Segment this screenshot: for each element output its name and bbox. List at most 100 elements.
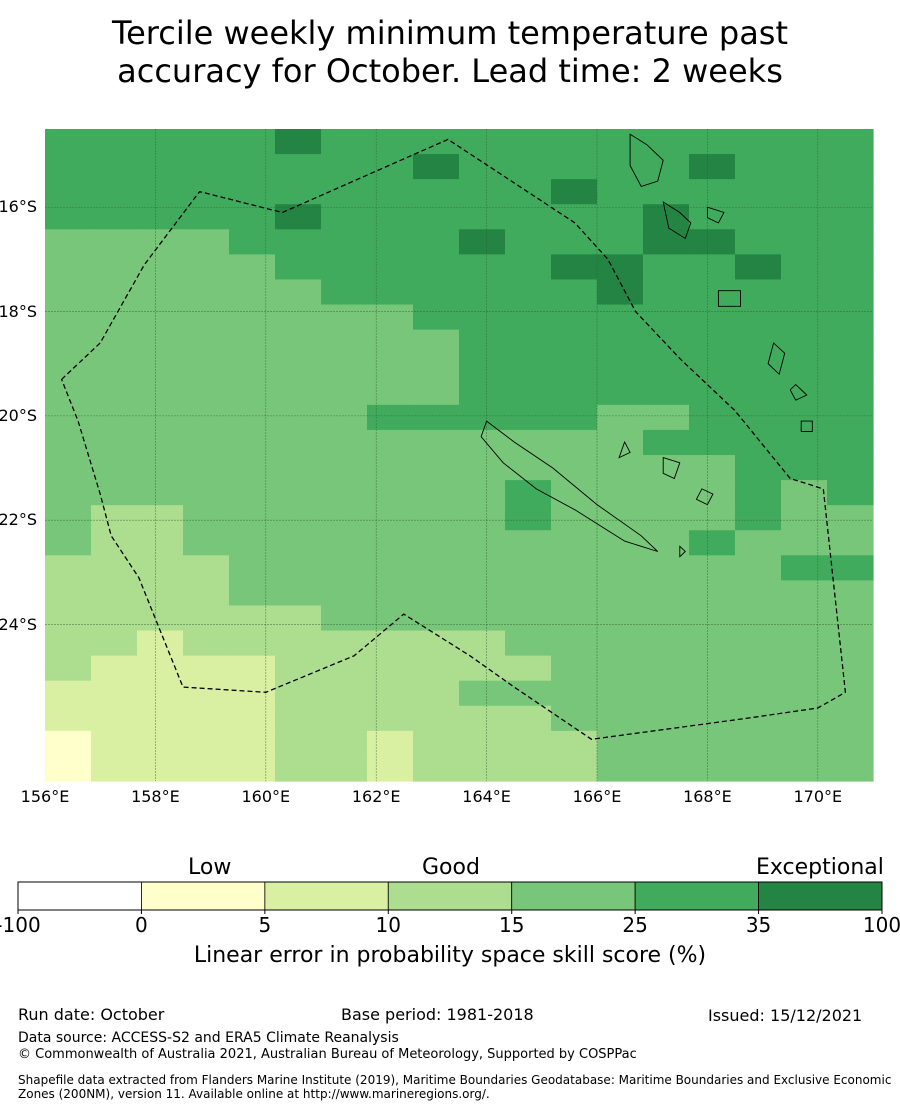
skill-cell — [735, 179, 782, 205]
island-outline — [767, 342, 786, 376]
skill-cell — [367, 580, 414, 607]
skill-cell — [137, 505, 184, 531]
skill-cell — [229, 129, 276, 155]
skill-cell — [275, 329, 322, 356]
colorbar-tick-label: 15 — [498, 913, 525, 937]
skill-cell — [321, 429, 368, 456]
skill-cell — [551, 580, 598, 607]
skill-cell — [689, 630, 736, 657]
colorbar-frame — [17, 881, 883, 911]
skill-cell — [275, 404, 322, 431]
skill-cell — [551, 179, 598, 205]
skill-cell — [91, 129, 138, 155]
skill-cell — [229, 204, 276, 230]
skill-cell — [551, 254, 598, 281]
skill-cell — [689, 229, 736, 255]
skill-cell — [137, 379, 184, 406]
skill-cell — [643, 530, 690, 556]
skill-cell — [229, 755, 276, 782]
skill-cell — [643, 455, 690, 481]
skill-cell — [321, 129, 368, 155]
lat-label: 16°S — [0, 197, 37, 217]
skill-cell — [781, 505, 828, 531]
lon-label: 168°E — [683, 787, 732, 806]
skill-cell — [45, 605, 92, 632]
skill-cell — [137, 229, 184, 255]
skill-cell — [45, 505, 92, 531]
skill-cell — [827, 530, 874, 556]
skill-cell — [643, 304, 690, 331]
skill-cell — [275, 630, 322, 657]
skill-cell — [551, 279, 598, 306]
skill-cell — [367, 680, 414, 707]
data-source: Data source: ACCESS-S2 and ERA5 Climate … — [18, 1030, 399, 1046]
skill-cell — [137, 680, 184, 707]
skill-cell — [689, 354, 736, 381]
skill-cell — [137, 630, 184, 657]
skill-cell — [137, 755, 184, 782]
skill-cell — [91, 229, 138, 255]
skill-cell — [597, 204, 644, 230]
skill-cell — [551, 480, 598, 506]
skill-cell — [413, 329, 460, 356]
colorbar-segment — [17, 881, 142, 911]
skill-cell — [781, 129, 828, 155]
skill-cell — [689, 655, 736, 682]
skill-cell — [91, 655, 138, 682]
skill-cell — [367, 555, 414, 581]
skill-cell — [597, 680, 644, 707]
skill-cell — [413, 304, 460, 331]
skill-cell — [137, 705, 184, 732]
skill-cell — [229, 630, 276, 657]
skill-cell — [505, 730, 552, 757]
skill-cell — [459, 755, 506, 782]
skill-cell — [597, 755, 644, 782]
colorbar-segment — [634, 881, 759, 911]
skill-cell — [735, 530, 782, 556]
skill-cell — [275, 429, 322, 456]
skill-cell — [689, 730, 736, 757]
skill-cell — [275, 680, 322, 707]
skill-cell — [597, 129, 644, 155]
skill-cell — [91, 530, 138, 556]
skill-cell — [91, 455, 138, 481]
island-outline — [662, 456, 681, 480]
skill-cell — [275, 304, 322, 331]
skill-cell — [367, 505, 414, 531]
skill-cell — [735, 480, 782, 506]
colorbar-segment — [511, 881, 636, 911]
skill-cell — [551, 129, 598, 155]
skill-cell — [643, 605, 690, 632]
skill-cell — [91, 505, 138, 531]
legend-category-low: Low — [188, 855, 232, 880]
skill-cell — [781, 530, 828, 556]
skill-cell — [91, 254, 138, 281]
skill-cell — [45, 404, 92, 431]
skill-cell — [459, 304, 506, 331]
skill-cell — [321, 154, 368, 180]
skill-cell — [183, 530, 230, 556]
skill-cell — [781, 354, 828, 381]
skill-cell — [321, 304, 368, 331]
skill-cell — [781, 179, 828, 205]
skill-cell — [45, 354, 92, 381]
skill-cell — [367, 304, 414, 331]
skill-cell — [137, 204, 184, 230]
skill-cell — [459, 655, 506, 682]
skill-cell — [643, 229, 690, 255]
skill-cell — [505, 154, 552, 180]
skill-cell — [229, 279, 276, 306]
skill-cell — [137, 304, 184, 331]
skill-cell — [413, 179, 460, 205]
skill-cell — [229, 655, 276, 682]
skill-cell — [413, 429, 460, 456]
skill-cell — [597, 455, 644, 481]
skill-cell — [91, 730, 138, 757]
skill-cell — [45, 530, 92, 556]
skill-cell — [551, 329, 598, 356]
skill-cell — [413, 204, 460, 230]
skill-cell — [45, 229, 92, 255]
skill-cell — [597, 229, 644, 255]
skill-cell — [643, 129, 690, 155]
skill-cell — [643, 429, 690, 456]
